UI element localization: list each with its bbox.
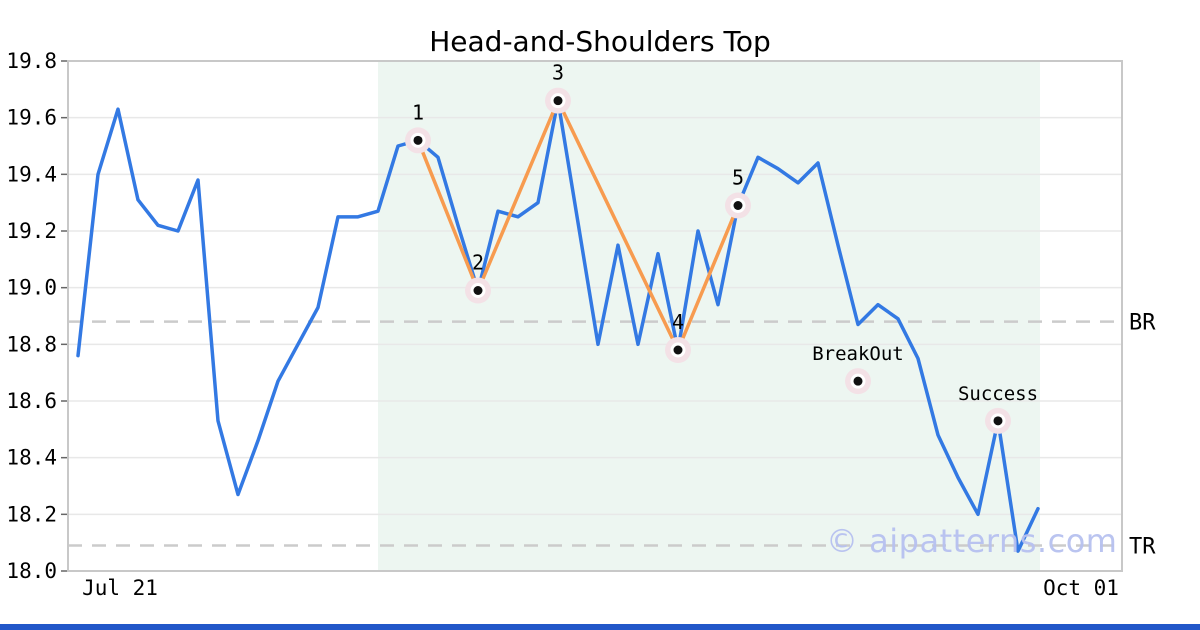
pattern-point-label: 1 xyxy=(412,100,424,124)
pattern-point-dot xyxy=(473,286,483,295)
pattern-point-label: 3 xyxy=(552,61,564,85)
y-tick-label: 18.2 xyxy=(6,502,57,526)
pattern-point-dot xyxy=(673,345,683,355)
chart-title: Head-and-Shoulders Top xyxy=(429,25,771,58)
pattern-region xyxy=(378,61,1040,571)
x-tick-label: Oct 01 xyxy=(1043,576,1119,600)
y-tick-label: 19.2 xyxy=(6,219,57,243)
y-tick-label: 19.6 xyxy=(6,106,57,130)
pattern-point-label: 5 xyxy=(732,166,744,190)
y-tick-label: 18.8 xyxy=(6,332,57,356)
plot-border xyxy=(67,60,1123,572)
x-tick-label: Jul 21 xyxy=(82,576,158,600)
bottom-accent-bar xyxy=(0,624,1200,630)
pattern-point-dot xyxy=(413,135,423,145)
y-tick-label: 19.4 xyxy=(6,162,57,186)
y-tick-label: 19.8 xyxy=(6,49,57,73)
pattern-point-label: 2 xyxy=(472,251,484,275)
y-tick-label: 19.0 xyxy=(6,276,57,300)
level-label-br: BR xyxy=(1129,311,1156,336)
y-tick-label: 18.0 xyxy=(6,559,57,583)
pattern-point-dot xyxy=(553,96,563,106)
event-marker-label: BreakOut xyxy=(812,343,904,365)
y-tick-label: 18.6 xyxy=(6,389,57,413)
watermark: © aipatterns.com xyxy=(826,522,1118,560)
pattern-point-dot xyxy=(733,201,743,210)
event-marker-label: Success xyxy=(958,383,1038,405)
pattern-point-label: 4 xyxy=(672,310,684,334)
event-marker-dot xyxy=(993,416,1003,426)
y-tick-label: 18.4 xyxy=(6,446,57,470)
level-label-tr: TR xyxy=(1129,535,1156,560)
event-marker-dot xyxy=(853,376,863,386)
